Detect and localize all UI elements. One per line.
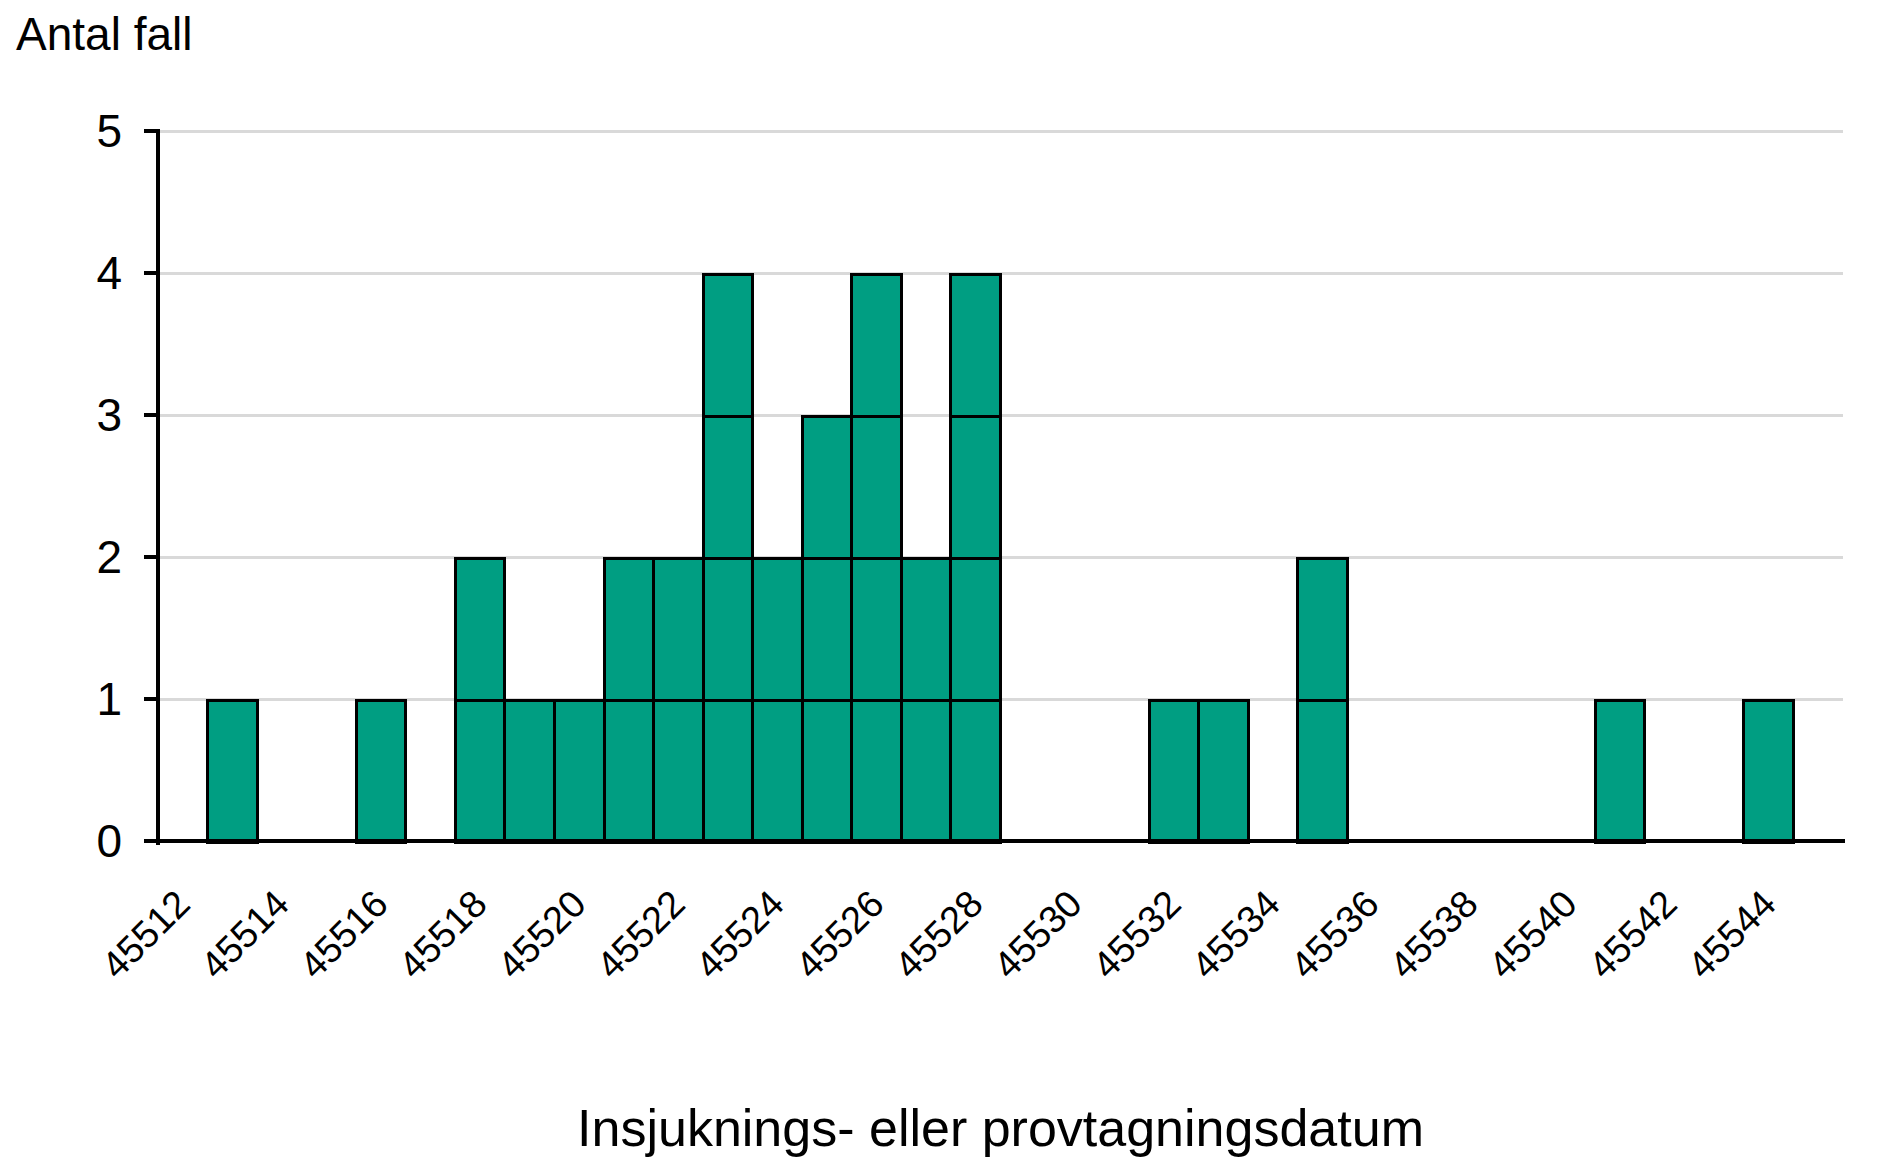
y-axis-title: Antal fall	[16, 8, 192, 60]
bar-45528-unit-1	[949, 699, 1002, 844]
y-axis-line	[156, 129, 160, 845]
bar-45544-unit-1	[1742, 699, 1795, 844]
bar-45528-unit-4	[949, 273, 1002, 418]
bar-45521-unit-1	[603, 699, 656, 844]
gridline-y-5	[158, 130, 1843, 133]
bar-45520-unit-1	[553, 699, 606, 844]
bar-45524-unit-1	[751, 699, 804, 844]
bar-45528-unit-2	[949, 557, 1002, 702]
bar-45535-unit-1	[1296, 699, 1349, 844]
y-tick-label-4: 4	[0, 245, 122, 301]
bar-45518-unit-2	[454, 557, 507, 702]
bar-45532-unit-1	[1148, 699, 1201, 844]
x-axis-line	[156, 839, 1845, 843]
y-tick-label-5: 5	[0, 103, 122, 159]
bar-45526-unit-3	[850, 415, 903, 560]
bar-45518-unit-1	[454, 699, 507, 844]
epi-curve-chart: Antal fall Insjuknings- eller provtagnin…	[0, 0, 1902, 1175]
bar-45523-unit-3	[702, 415, 755, 560]
bar-45527-unit-2	[900, 557, 953, 702]
y-tick-label-0: 0	[0, 813, 122, 869]
x-axis-title: Insjuknings- eller provtagningsdatum	[158, 1098, 1843, 1158]
bar-45522-unit-1	[652, 699, 705, 844]
bar-45521-unit-2	[603, 557, 656, 702]
bar-45523-unit-2	[702, 557, 755, 702]
bar-45523-unit-4	[702, 273, 755, 418]
bar-45524-unit-2	[751, 557, 804, 702]
bar-45527-unit-1	[900, 699, 953, 844]
bar-45528-unit-3	[949, 415, 1002, 560]
bar-45516-unit-1	[355, 699, 408, 844]
y-tick-label-3: 3	[0, 387, 122, 443]
bar-45533-unit-1	[1197, 699, 1250, 844]
bar-45526-unit-1	[850, 699, 903, 844]
y-tick-label-1: 1	[0, 671, 122, 727]
x-tick-label-45512: 45512	[12, 881, 199, 1068]
bar-45525-unit-3	[801, 415, 854, 560]
bar-45541-unit-1	[1594, 699, 1647, 844]
bar-45526-unit-2	[850, 557, 903, 702]
bar-45525-unit-1	[801, 699, 854, 844]
bar-45523-unit-1	[702, 699, 755, 844]
bar-45519-unit-1	[503, 699, 556, 844]
bar-45525-unit-2	[801, 557, 854, 702]
bar-45526-unit-4	[850, 273, 903, 418]
bar-45535-unit-2	[1296, 557, 1349, 702]
bar-45522-unit-2	[652, 557, 705, 702]
y-tick-label-2: 2	[0, 529, 122, 585]
bar-45513-unit-1	[206, 699, 259, 844]
